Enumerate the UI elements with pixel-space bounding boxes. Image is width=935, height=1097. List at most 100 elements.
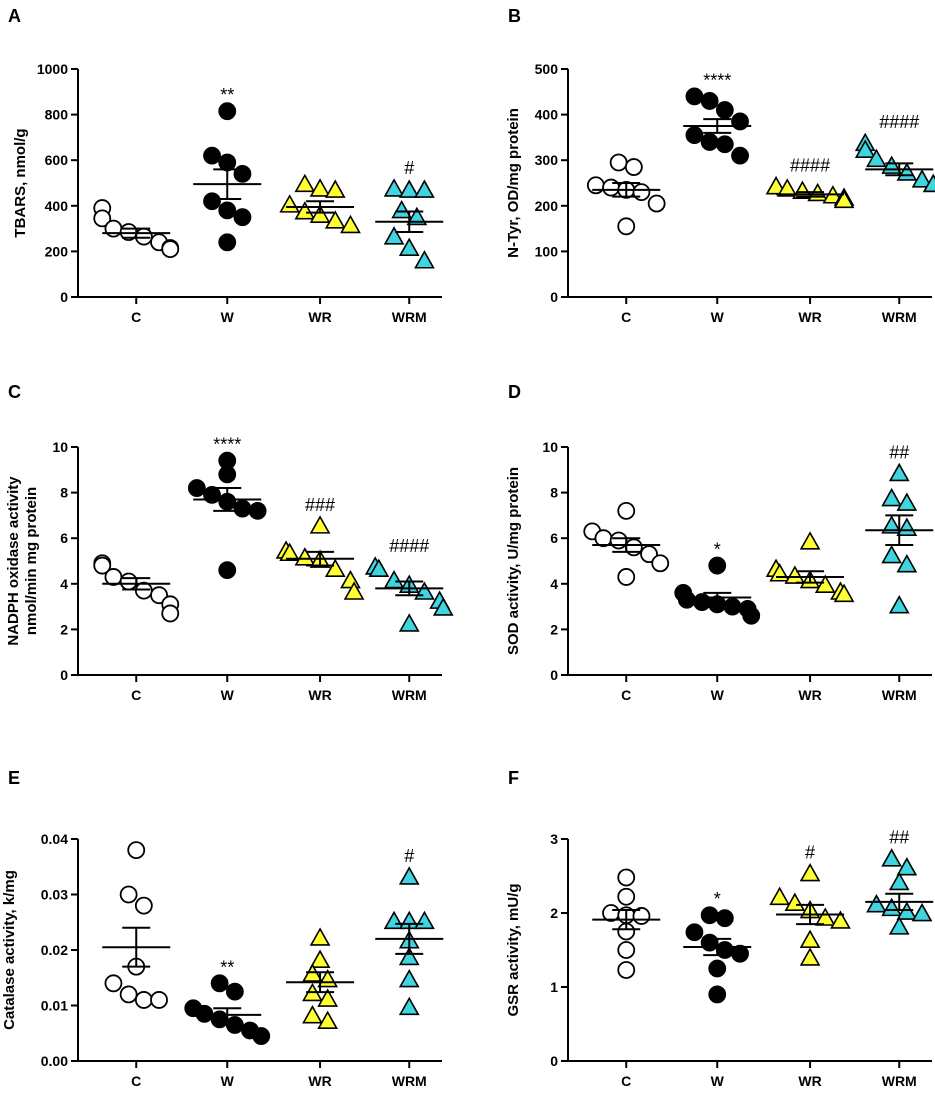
- significance-label: **: [220, 85, 234, 105]
- data-point: [911, 169, 933, 188]
- data-point: [881, 487, 903, 507]
- data-point: [225, 1016, 244, 1034]
- x-tick-label: C: [621, 687, 631, 703]
- y-tick-label: 100: [535, 243, 559, 259]
- y-axis-label: SOD activity, U/mg protein: [505, 467, 522, 655]
- x-tick-label: C: [131, 309, 141, 325]
- significance-label: ####: [389, 536, 429, 556]
- significance-label: ****: [213, 435, 241, 455]
- data-point: [398, 866, 420, 885]
- data-point: [210, 974, 229, 993]
- data-point: [881, 897, 903, 917]
- data-point: [414, 179, 435, 198]
- data-point: [294, 201, 316, 220]
- data-point: [119, 985, 138, 1004]
- data-point: [624, 538, 643, 557]
- y-tick-label: 200: [535, 198, 559, 214]
- data-point: [161, 604, 180, 623]
- data-point: [896, 554, 918, 573]
- data-point: [134, 581, 153, 600]
- series-wrm: ##: [865, 828, 934, 935]
- data-point: [617, 941, 636, 959]
- panel-letter: B: [508, 6, 521, 26]
- data-point: [161, 240, 180, 259]
- data-point: [406, 206, 428, 226]
- data-point: [814, 907, 836, 926]
- data-point: [317, 988, 339, 1007]
- data-point: [127, 841, 146, 859]
- data-point: [203, 485, 221, 504]
- data-point: [340, 214, 361, 234]
- series-wrm: ##: [865, 442, 934, 614]
- data-point: [398, 613, 420, 632]
- series-c: [102, 841, 171, 1009]
- panel-b: B N-Tyr, OD/mg protein 0 100 200 300 400 500 C W W…: [505, 6, 935, 325]
- data-point: [609, 153, 628, 172]
- series-wr: [286, 927, 355, 1030]
- data-point: [398, 237, 420, 256]
- data-point: [700, 92, 719, 110]
- panel-letter: F: [508, 768, 519, 788]
- data-point: [383, 910, 405, 930]
- y-tick-label: 0.00: [41, 1053, 68, 1069]
- significance-label: ####: [879, 112, 919, 132]
- y-tick-label: 6: [60, 530, 68, 546]
- data-point: [233, 499, 252, 518]
- data-point: [896, 492, 918, 511]
- data-point: [731, 944, 749, 963]
- y-tick-label: 2: [550, 905, 558, 921]
- data-point: [294, 547, 316, 566]
- data-point: [195, 1004, 214, 1023]
- series-wrm: ####: [854, 112, 935, 193]
- y-axis-label: GSR activity, mU/g: [505, 883, 522, 1016]
- y-tick-label: 600: [45, 152, 69, 168]
- data-point: [248, 501, 267, 520]
- x-tick-label: WR: [798, 1073, 821, 1089]
- x-tick-label: WRM: [392, 309, 427, 325]
- significance-label: **: [220, 957, 234, 977]
- data-point: [632, 183, 651, 202]
- x-tick-label: W: [221, 309, 235, 325]
- series-wr: #: [769, 843, 851, 966]
- data-point: [104, 219, 123, 238]
- series-w: ****: [683, 70, 752, 165]
- data-point: [324, 210, 346, 229]
- significance-label: *: [714, 889, 721, 909]
- x-tick-label: WRM: [882, 687, 917, 703]
- y-tick-label: 0: [60, 667, 68, 683]
- data-point: [776, 178, 798, 197]
- significance-label: ###: [305, 495, 335, 515]
- data-point: [279, 194, 301, 213]
- data-point: [731, 112, 749, 131]
- data-point: [715, 101, 734, 119]
- data-point: [218, 201, 237, 220]
- data-point: [617, 868, 636, 887]
- data-point: [187, 479, 206, 497]
- x-tick-label: WR: [308, 1073, 331, 1089]
- series-wr: [279, 173, 361, 234]
- y-tick-label: 1: [550, 979, 558, 995]
- significance-label: ####: [790, 156, 830, 176]
- data-point: [119, 885, 138, 904]
- y-axis-label: TBARS, nmol/g: [12, 128, 29, 237]
- panel-letter: C: [8, 382, 21, 402]
- significance-label: #: [404, 846, 414, 866]
- y-tick-label: 0.03: [41, 887, 68, 903]
- y-tick-label: 4: [60, 576, 68, 592]
- data-point: [911, 902, 933, 922]
- significance-label: ****: [703, 70, 731, 90]
- data-point: [881, 544, 903, 564]
- data-point: [854, 139, 876, 158]
- data-point: [398, 946, 420, 966]
- y-tick-label: 800: [45, 107, 69, 123]
- data-point: [134, 227, 153, 246]
- data-point: [708, 985, 727, 1004]
- data-point: [742, 606, 761, 625]
- x-tick-label: WR: [798, 309, 821, 325]
- series-w: ****: [187, 435, 267, 580]
- y-tick-label: 2: [550, 621, 558, 637]
- data-point: [799, 929, 821, 949]
- data-point: [708, 959, 727, 978]
- data-point: [218, 102, 237, 121]
